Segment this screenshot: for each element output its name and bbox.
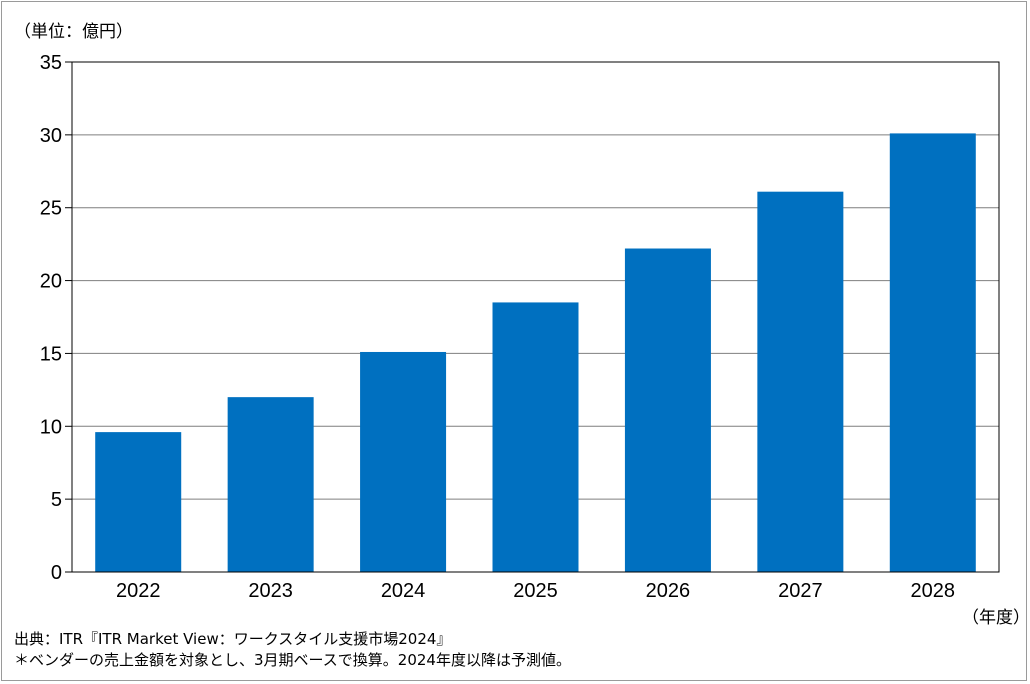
bar-2026 (624, 248, 711, 572)
x-unit-label: （年度） (962, 608, 1030, 628)
bar-2028 (889, 133, 976, 572)
x-tick-label: 2022 (116, 580, 161, 602)
y-tick-label: 10 (40, 416, 62, 438)
y-tick-label: 20 (40, 271, 62, 293)
bars (95, 133, 976, 572)
x-tick-label: 2024 (381, 580, 426, 602)
bar-2022 (95, 432, 182, 572)
y-unit-label: （単位：億円） (14, 22, 133, 42)
x-tick-label: 2025 (513, 580, 558, 602)
bar-2027 (757, 191, 844, 572)
y-axis-ticks: 0 5 10 15 20 25 30 35 (40, 52, 72, 584)
y-tick-label: 35 (40, 52, 62, 74)
y-tick-label: 15 (40, 343, 62, 365)
y-tick-label: 25 (40, 198, 62, 220)
x-tick-label: 2026 (646, 580, 691, 602)
y-tick-label: 0 (51, 562, 62, 584)
y-tick-label: 30 (40, 125, 62, 147)
y-tick-label: 5 (51, 489, 62, 511)
bar-2024 (360, 351, 447, 572)
bar-2025 (492, 302, 579, 572)
plot-area-border (71, 61, 1000, 573)
source-text: 出典：ITR『ITR Market View：ワークスタイル支援市場2024』 (14, 630, 452, 648)
bar-2023 (227, 397, 314, 572)
x-tick-label: 2023 (248, 580, 293, 602)
note-text: ＊ベンダーの売上金額を対象とし、3月期ベースで換算。2024年度以降は予測値。 (14, 651, 571, 669)
x-tick-label: 2028 (911, 580, 956, 602)
x-tick-label: 2027 (778, 580, 823, 602)
x-axis-ticks: 2022 2023 2024 2025 2026 2027 2028 (116, 580, 955, 602)
